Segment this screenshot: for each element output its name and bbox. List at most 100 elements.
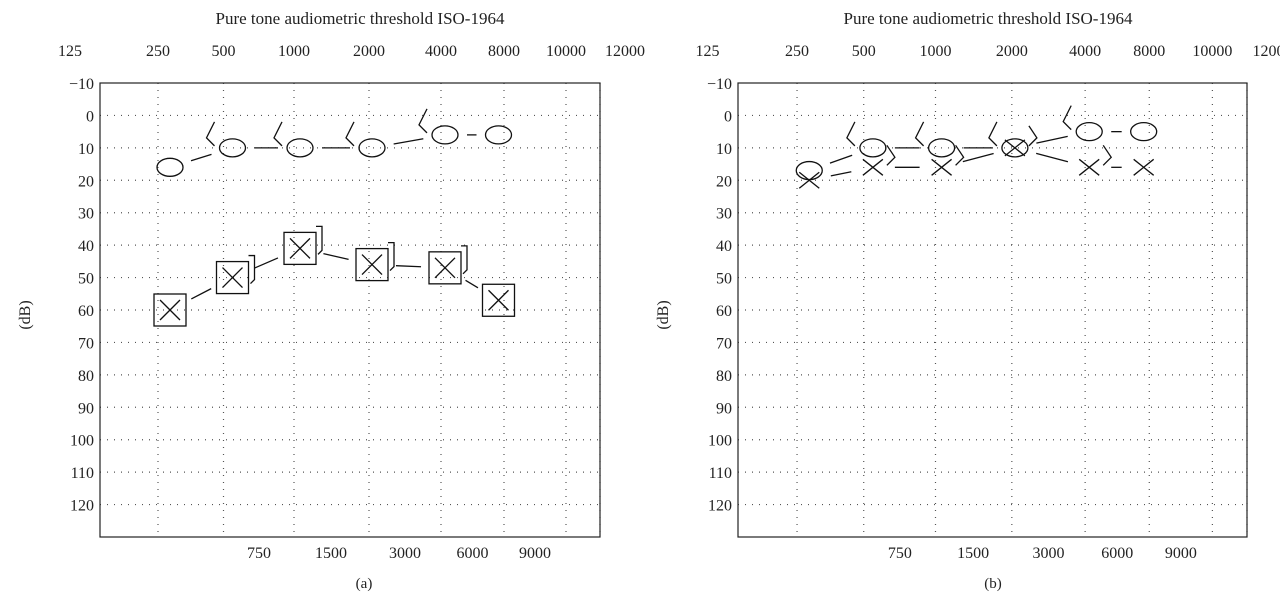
y-tick-label: 10 <box>716 141 732 158</box>
audiogram-panel-a: Pure tone audiometric threshold ISO-1964… <box>17 9 645 592</box>
data-point-box <box>215 260 250 295</box>
bone-conduction-bracket <box>846 121 856 147</box>
data-point-circle <box>358 138 386 158</box>
y-tick-label: 70 <box>716 335 732 352</box>
data-point-x <box>798 171 820 189</box>
data-point-x <box>931 158 953 176</box>
top-tick-label: 250 <box>785 43 809 60</box>
bottom-tick-label: 9000 <box>519 545 551 562</box>
bone-conduction-bracket <box>273 121 283 147</box>
top-tick-label: 500 <box>852 43 876 60</box>
y-tick-label: 10 <box>78 141 94 158</box>
y-tick-label: 80 <box>716 368 732 385</box>
top-tick-label: 4000 <box>1069 43 1101 60</box>
data-point-circle <box>1075 121 1103 142</box>
bottom-tick-label: 6000 <box>1101 545 1133 562</box>
data-point-x <box>1078 158 1100 176</box>
data-point-circle <box>286 138 314 158</box>
y-tick-label: 20 <box>716 173 732 190</box>
bottom-tick-label: 3000 <box>1032 545 1064 562</box>
y-tick-label: 110 <box>709 465 732 482</box>
data-point-circle <box>795 160 823 181</box>
y-axis-label: (dB) <box>17 300 34 329</box>
data-point-circle <box>218 138 247 158</box>
data-point-box <box>283 231 317 266</box>
y-tick-label: 30 <box>78 206 94 223</box>
data-point-circle <box>484 125 513 145</box>
bottom-tick-label: 3000 <box>389 545 421 562</box>
bone-conduction-bracket <box>886 144 896 166</box>
top-tick-label: 2000 <box>353 43 385 60</box>
y-tick-label: 20 <box>78 173 94 190</box>
data-point-x <box>159 299 181 321</box>
top-tick-label: 500 <box>212 43 236 60</box>
series-connector <box>190 153 212 162</box>
top-tick-label: 12000 <box>605 43 645 60</box>
plot-frame <box>99 82 601 538</box>
data-point-circle <box>1001 138 1029 158</box>
y-tick-label: 120 <box>70 498 94 515</box>
bone-conduction-bracket <box>1028 125 1038 147</box>
data-point-x <box>222 267 243 289</box>
y-tick-label: 40 <box>78 238 94 255</box>
series-connector <box>191 288 212 300</box>
top-tick-label: 1000 <box>278 43 310 60</box>
series-connector <box>323 253 349 260</box>
y-tick-label: 60 <box>716 303 732 320</box>
y-tick-label: 0 <box>86 108 94 125</box>
panel-caption: (a) <box>356 576 373 592</box>
top-tick-label: 4000 <box>425 43 457 60</box>
masked-bracket <box>248 254 256 285</box>
plot-frame <box>737 82 1248 538</box>
bottom-tick-label: 750 <box>247 545 271 562</box>
y-axis-label: (dB) <box>655 300 672 329</box>
top-tick-label: 10000 <box>546 43 586 60</box>
data-point-x <box>488 289 509 311</box>
y-tick-label: 0 <box>724 108 732 125</box>
data-point-box <box>355 247 389 282</box>
top-tick-label: 12000 <box>1252 43 1280 60</box>
top-tick-label: 2000 <box>996 43 1028 60</box>
y-tick-label: 60 <box>78 303 94 320</box>
audiogram-panel-b: Pure tone audiometric threshold ISO-1964… <box>655 9 1280 592</box>
series-connector <box>830 171 852 177</box>
y-tick-label: 90 <box>716 400 732 417</box>
series-connector <box>395 265 422 268</box>
chart-title: Pure tone audiometric threshold ISO-1964 <box>216 9 505 28</box>
data-point-x <box>361 254 383 276</box>
data-point-x <box>1004 139 1026 157</box>
data-point-circle <box>859 138 887 158</box>
data-point-circle <box>431 125 459 145</box>
y-tick-label: −10 <box>69 76 94 93</box>
masked-bracket <box>388 241 395 272</box>
masked-bracket <box>461 245 468 275</box>
data-point-x <box>434 257 456 279</box>
series-connector <box>254 257 279 269</box>
bottom-tick-label: 1500 <box>957 545 989 562</box>
y-tick-label: 110 <box>71 465 94 482</box>
bottom-tick-label: 750 <box>888 545 912 562</box>
y-tick-label: −10 <box>707 76 732 93</box>
bone-conduction-bracket <box>205 121 216 147</box>
bone-conduction-bracket <box>1062 105 1072 131</box>
data-point-box <box>481 283 516 317</box>
data-point-box <box>428 251 462 285</box>
top-tick-label: 125 <box>58 43 82 60</box>
bottom-tick-label: 9000 <box>1165 545 1197 562</box>
y-tick-label: 120 <box>708 498 732 515</box>
data-point-circle <box>1130 121 1158 142</box>
bottom-tick-label: 1500 <box>315 545 347 562</box>
y-tick-label: 100 <box>708 433 732 450</box>
y-tick-label: 90 <box>78 400 94 417</box>
bottom-tick-label: 6000 <box>457 545 489 562</box>
top-tick-label: 10000 <box>1192 43 1232 60</box>
bone-conduction-bracket <box>955 144 965 166</box>
y-tick-label: 40 <box>716 238 732 255</box>
series-connector <box>1036 152 1069 163</box>
series-connector <box>393 138 424 145</box>
y-tick-label: 50 <box>716 271 732 288</box>
series-connector <box>465 279 479 289</box>
bone-conduction-bracket <box>418 108 428 134</box>
top-tick-label: 250 <box>146 43 170 60</box>
